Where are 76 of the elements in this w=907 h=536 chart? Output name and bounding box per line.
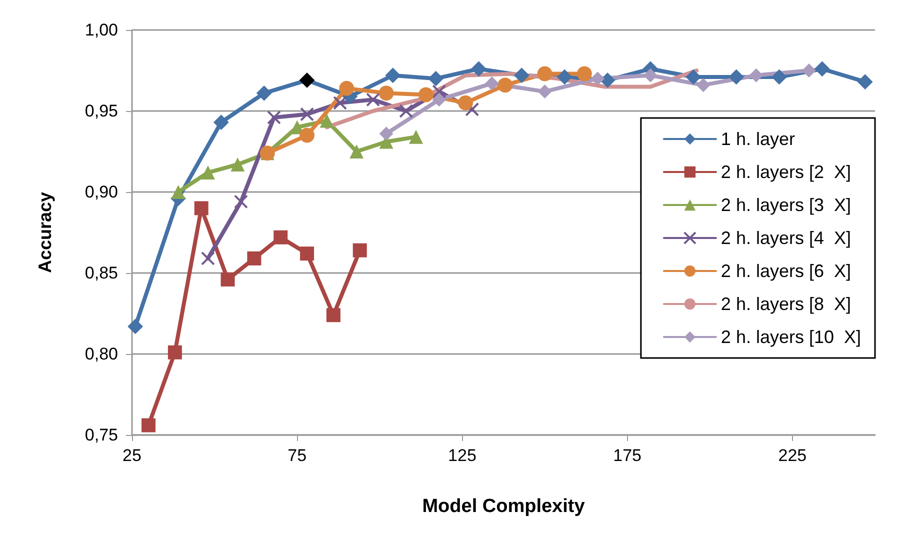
- point: [590, 72, 605, 86]
- point: [256, 86, 272, 101]
- point: [814, 61, 830, 76]
- point: [352, 243, 367, 258]
- x-tick-label: 175: [613, 446, 642, 465]
- point: [142, 418, 156, 432]
- legend-label: 2 h. layers [4 X]: [720, 228, 851, 248]
- y-tick-label: 1,00: [84, 20, 118, 40]
- point: [498, 78, 513, 93]
- point: [300, 72, 315, 88]
- point: [514, 68, 530, 83]
- point: [557, 69, 572, 84]
- point: [230, 157, 245, 172]
- y-axis-title: Accuracy: [35, 192, 55, 274]
- point: [350, 144, 364, 158]
- point: [484, 76, 499, 90]
- y-tick-label: 0,95: [84, 102, 118, 120]
- point: [432, 84, 446, 99]
- point: [300, 107, 314, 122]
- legend-label: 2 h. layers [2 X]: [720, 162, 851, 182]
- point: [171, 185, 186, 199]
- point: [772, 69, 787, 84]
- point: [458, 95, 474, 110]
- point: [266, 110, 281, 124]
- point: [220, 272, 235, 286]
- point: [326, 308, 340, 322]
- legend-label: 1 h. layer: [720, 129, 795, 149]
- point: [418, 87, 434, 102]
- legend-label: 2 h. layers [10 X]: [720, 327, 862, 347]
- point: [385, 68, 400, 83]
- point: [168, 345, 182, 360]
- y-tick-label: 0,75: [84, 426, 118, 444]
- point: [858, 74, 873, 90]
- point: [234, 194, 248, 209]
- point: [379, 126, 394, 141]
- point: [576, 66, 592, 82]
- legend-label: 2 h. layers [8 X]: [720, 294, 851, 314]
- point: [749, 68, 764, 82]
- point: [200, 251, 215, 266]
- point: [696, 78, 710, 92]
- point: [128, 318, 143, 334]
- point: [300, 246, 314, 261]
- point: [214, 114, 229, 130]
- point: [728, 69, 744, 84]
- legend-label: 2 h. layers [6 X]: [720, 261, 851, 281]
- point: [399, 104, 414, 118]
- point: [802, 64, 816, 78]
- point: [300, 128, 315, 143]
- point: [247, 251, 262, 266]
- x-tick-label: 25: [122, 446, 142, 465]
- point: [274, 230, 288, 244]
- point: [643, 68, 658, 82]
- y-tick-label: 0,80: [84, 344, 118, 364]
- point: [686, 69, 701, 84]
- x-tick-label: 75: [288, 446, 307, 465]
- y-tick-label: 0,90: [84, 182, 118, 202]
- point: [339, 80, 354, 96]
- point: [366, 92, 380, 107]
- point: [194, 201, 208, 216]
- point: [432, 92, 446, 107]
- point: [320, 114, 334, 128]
- point: [333, 96, 348, 110]
- point: [600, 72, 616, 88]
- x-tick-label: 225: [778, 446, 807, 465]
- y-tick-label: 0,85: [84, 264, 118, 282]
- point: [408, 130, 423, 144]
- point: [537, 66, 552, 82]
- x-axis-title: Model Complexity: [422, 496, 586, 517]
- point: [465, 102, 480, 116]
- point: [378, 86, 394, 101]
- point: [538, 84, 552, 99]
- legend-label: 2 h. layers [3 X]: [720, 195, 851, 215]
- point: [200, 166, 215, 180]
- point: [471, 61, 486, 76]
- point: [428, 71, 444, 86]
- x-tick-label: 125: [448, 446, 476, 465]
